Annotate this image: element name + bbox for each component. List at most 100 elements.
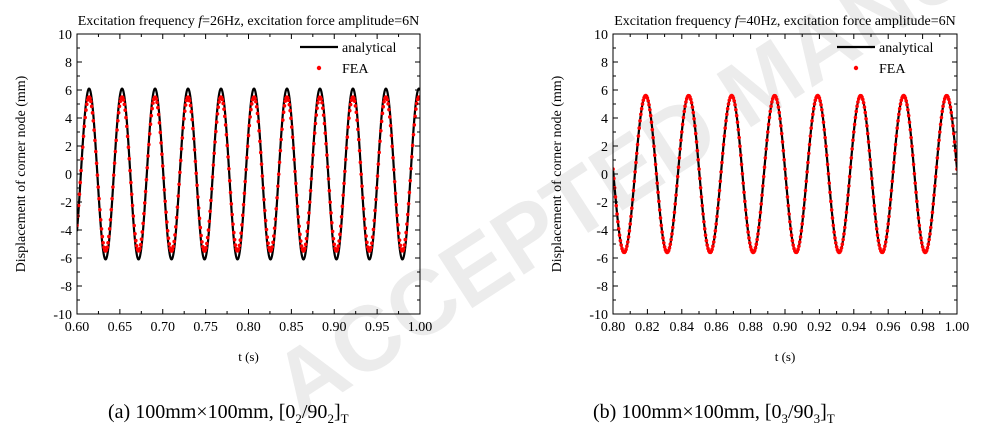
data-point [689, 100, 694, 105]
data-point [790, 238, 795, 243]
y-tick-label: -4 [60, 224, 72, 239]
data-point [123, 108, 127, 112]
data-point [197, 216, 202, 221]
data-point [238, 238, 243, 242]
data-point [722, 134, 727, 138]
data-point [109, 207, 114, 212]
data-point [312, 131, 317, 135]
data-point [174, 225, 178, 229]
data-point [241, 202, 246, 207]
data-point [286, 98, 291, 103]
data-point [645, 96, 650, 100]
data-point [410, 155, 414, 159]
data-point [262, 197, 266, 202]
x-tick-label: 0.85 [279, 320, 304, 335]
data-point [928, 225, 933, 230]
data-point [906, 107, 910, 112]
chart-b: Excitation frequency f=40Hz, excitation … [550, 14, 969, 364]
data-point [275, 195, 279, 200]
data-point [654, 171, 659, 176]
data-point [842, 232, 846, 236]
data-point [337, 239, 341, 243]
data-point [626, 235, 631, 239]
data-point [209, 198, 213, 203]
data-point [819, 103, 823, 107]
data-point [761, 174, 766, 179]
data-point [855, 104, 859, 109]
data-point [765, 138, 769, 142]
data-point [89, 104, 94, 109]
data-point [743, 199, 747, 204]
data-point [634, 160, 638, 165]
data-point [271, 240, 275, 245]
data-point [761, 184, 765, 188]
data-point [849, 156, 854, 160]
x-tick-label: 0.90 [322, 320, 347, 335]
data-point [107, 234, 111, 239]
data-point [828, 190, 832, 195]
data-point [720, 151, 725, 156]
data-point [745, 223, 750, 228]
data-point [390, 144, 395, 149]
data-point [387, 115, 392, 119]
data-point [296, 215, 301, 219]
data-point [847, 184, 851, 188]
data-point [214, 129, 218, 134]
data-point [803, 188, 808, 193]
data-point [406, 202, 411, 206]
data-point [144, 177, 149, 182]
data-point [145, 165, 150, 170]
data-point [297, 224, 301, 229]
data-point [249, 107, 253, 112]
data-point [812, 102, 817, 106]
data-point [410, 143, 415, 148]
data-point [768, 109, 773, 114]
data-point [724, 119, 728, 123]
data-point [391, 156, 395, 160]
data-point [396, 231, 401, 235]
chart-title-italic: f [198, 14, 204, 29]
y-tick-label: 2 [601, 140, 608, 155]
data-point [684, 100, 688, 104]
data-point [95, 173, 100, 177]
data-point [934, 165, 939, 170]
data-point [624, 247, 628, 252]
data-point [357, 148, 362, 153]
data-point [821, 120, 826, 125]
data-point [232, 230, 236, 235]
data-point [279, 137, 283, 142]
data-point [801, 214, 805, 219]
data-point [717, 188, 722, 193]
data-point [374, 186, 379, 190]
x-tick-label: 0.98 [910, 320, 935, 335]
data-point [394, 202, 399, 207]
data-point [343, 169, 347, 174]
data-point [788, 219, 792, 224]
data-point [742, 190, 746, 195]
data-point [379, 119, 384, 124]
data-point [888, 206, 892, 211]
data-point [625, 244, 629, 248]
data-point [782, 157, 786, 162]
data-point [929, 218, 934, 223]
data-point [889, 188, 894, 193]
data-point [841, 237, 845, 242]
legend-label-analytical: analytical [879, 41, 934, 56]
data-point [129, 192, 134, 197]
data-point [377, 150, 381, 155]
data-point [240, 223, 244, 227]
data-point [897, 112, 901, 117]
data-point [214, 120, 219, 124]
data-point [374, 197, 378, 202]
data-point [710, 247, 714, 252]
data-point [655, 181, 660, 185]
data-point [785, 195, 790, 199]
data-point [347, 116, 351, 120]
data-point [385, 97, 390, 102]
data-point [81, 134, 86, 139]
data-point [725, 112, 729, 117]
data-point [918, 230, 922, 234]
data-point [862, 105, 867, 109]
data-point [299, 244, 304, 248]
